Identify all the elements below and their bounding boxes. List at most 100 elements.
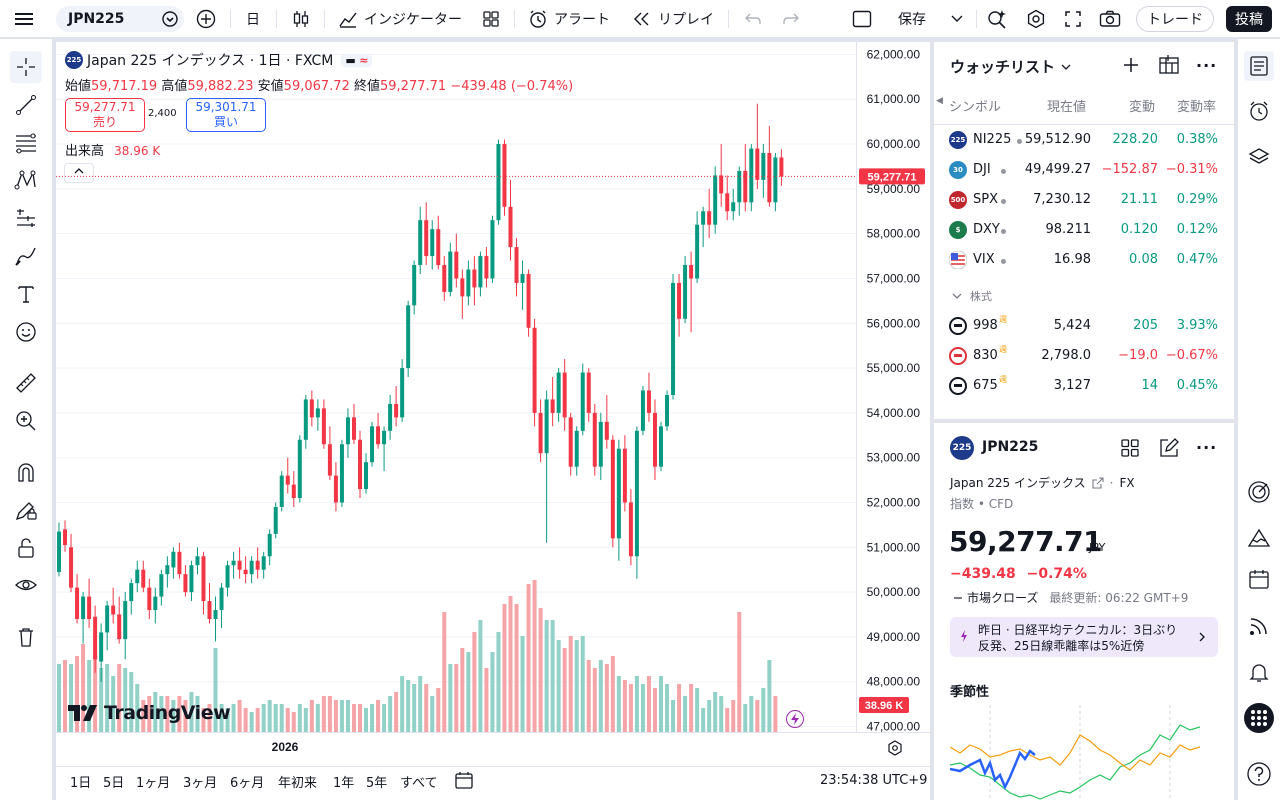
object-tree-toggle[interactable] [1244, 142, 1274, 172]
replay-button[interactable]: リプレイ [632, 6, 714, 32]
snapshot-button[interactable] [1099, 6, 1121, 32]
hide-drawings-tool[interactable] [10, 569, 42, 601]
pine-toggle[interactable] [1244, 523, 1274, 553]
add-symbol-button[interactable] [1122, 56, 1140, 78]
chart-pane[interactable]: 62,000.00 61,000.00 60,000.00 59,000.00 58,0… [56, 42, 930, 800]
collapse-legend-button[interactable] [64, 163, 94, 183]
indicators-button[interactable]: インジケーター [338, 6, 462, 32]
chart-type-button[interactable] [292, 6, 310, 32]
volume-legend[interactable]: 出来高 38.96 K [65, 140, 160, 159]
magnet-tool[interactable] [10, 456, 42, 488]
forecast-tool[interactable] [10, 202, 42, 234]
seasonality-chart[interactable] [950, 705, 1218, 800]
watchlist-row-675[interactable]: 675 週 3,127 14 0.45% [934, 371, 1234, 401]
apps-toggle[interactable] [1244, 703, 1274, 733]
calendar-toggle[interactable] [1244, 564, 1274, 594]
emoji-tool[interactable] [10, 316, 42, 348]
range-1d[interactable]: 1日 [70, 776, 92, 791]
lock-drawing-tool[interactable] [10, 494, 42, 526]
legend-flags[interactable]: ▬ ≈ [341, 53, 373, 67]
watchlist-row-DJI[interactable]: 30 DJI 49,499.27 −152.87 −0.31% [934, 155, 1234, 185]
more-options-icon[interactable]: ··· [1196, 56, 1218, 75]
brush-tool[interactable] [10, 240, 42, 272]
zoom-tool[interactable] [10, 405, 42, 437]
fib-tool[interactable] [10, 127, 42, 159]
quick-search-button[interactable] [986, 6, 1008, 32]
chart-settings-button[interactable] [887, 740, 903, 760]
redo-button[interactable] [782, 6, 800, 32]
pattern-tool[interactable] [10, 164, 42, 196]
range-1y[interactable]: 1年 [333, 776, 355, 791]
crosshair-tool[interactable] [10, 51, 42, 83]
detail-name-row[interactable]: Japan 225 インデックス · FX [950, 475, 1135, 491]
watchlist-row-DXY[interactable]: $ DXY 98.211 0.120 0.12% [934, 215, 1234, 245]
text-tool[interactable] [10, 278, 42, 310]
detail-symbol[interactable]: JPN225 [982, 439, 1039, 455]
remove-drawings-tool[interactable] [10, 621, 42, 653]
menu-icon[interactable] [14, 6, 34, 32]
add-symbol-icon[interactable] [162, 11, 178, 27]
undo-button[interactable] [744, 6, 762, 32]
news-card[interactable]: 昨日 · 日経平均テクニカル：3日ぶり 反発、25日線乖離率は5%近傍 [950, 617, 1218, 657]
seasonality-line-blue [950, 749, 1036, 791]
col-change-pct[interactable]: 変動率 [1177, 100, 1217, 115]
range-3m[interactable]: 3ヶ月 [183, 776, 218, 791]
notifications-toggle[interactable] [1244, 657, 1274, 687]
apps-grid-icon [1244, 703, 1274, 733]
save-button[interactable]: 保存 [898, 6, 926, 32]
trendline-tool[interactable] [10, 89, 42, 121]
detail-more-icon[interactable]: ··· [1196, 438, 1218, 457]
alerts-toggle[interactable] [1244, 96, 1274, 126]
watchlist-row-998[interactable]: 998 週 5,424 205 3.93% [934, 311, 1234, 341]
col-symbol[interactable]: シンボル [949, 100, 1002, 115]
detail-edit-button[interactable] [1158, 437, 1180, 463]
measure-tool[interactable] [10, 367, 42, 399]
symbol-search[interactable]: JPN225 [56, 6, 184, 32]
watchlist-row-NI225[interactable]: 225 NI225 59,512.90 228.20 0.38% [934, 125, 1234, 155]
watchlist-row-VIX[interactable]: VIX 16.98 0.08 0.47% [934, 245, 1234, 275]
fullscreen-button[interactable] [1064, 6, 1082, 32]
date-range-button[interactable] [454, 770, 476, 794]
volume-bar [773, 696, 778, 732]
candlestick-chart[interactable]: 62,000.00 61,000.00 60,000.00 59,000.00 58,0… [56, 42, 930, 800]
interval-button[interactable]: 日 [246, 6, 260, 32]
compare-symbol-button[interactable] [196, 6, 216, 32]
range-ytd[interactable]: 年初来 [278, 776, 318, 791]
watchlist-row-830[interactable]: 830 週 2,798.0 −19.0 −0.67% [934, 341, 1234, 371]
settings-button[interactable] [1026, 6, 1046, 32]
help-toggle[interactable] [1244, 759, 1274, 789]
section-stocks[interactable]: 株式 [952, 288, 992, 304]
col-change[interactable]: 変動 [1129, 100, 1156, 115]
volume-bar [339, 700, 344, 732]
candle-body [761, 153, 766, 180]
alert-button[interactable]: アラート [528, 6, 610, 32]
sell-label: 売り [92, 115, 117, 129]
buy-button[interactable]: 59,301.71 買い [186, 98, 266, 132]
clock-display[interactable]: 23:54:38 UTC+9 [820, 773, 928, 788]
range-5d[interactable]: 5日 [103, 776, 125, 791]
legend-title[interactable]: Japan 225 インデックス · 1日 · FXCM [87, 53, 334, 69]
range-6m[interactable]: 6ヶ月 [230, 776, 265, 791]
col-last[interactable]: 現在値 [1047, 100, 1087, 115]
range-5y[interactable]: 5年 [366, 776, 388, 791]
range-1m[interactable]: 1ヶ月 [136, 776, 171, 791]
detail-grid-button[interactable] [1120, 438, 1140, 462]
range-all[interactable]: すべて [400, 776, 438, 791]
events-button[interactable] [786, 710, 804, 728]
post-button[interactable]: 投稿 [1226, 6, 1272, 32]
watchlist-row-SPX[interactable]: 500 SPX 7,230.12 21.11 0.29% [934, 185, 1234, 215]
list-icon [1250, 56, 1268, 76]
templates-button[interactable] [482, 6, 500, 32]
news-toggle[interactable] [1244, 611, 1274, 641]
trade-button[interactable]: トレード [1136, 6, 1214, 32]
sell-button[interactable]: 59,277.71 売り [65, 98, 145, 132]
advanced-view-button[interactable] [1158, 55, 1180, 79]
tradingview-logo[interactable]: TradingView [68, 702, 231, 724]
ideas-toggle[interactable] [1244, 477, 1274, 507]
save-dropdown-button[interactable] [950, 6, 964, 32]
candle-body [370, 426, 375, 463]
watchlist-title[interactable]: ウォッチリスト [950, 56, 1071, 77]
lock-all-tool[interactable] [10, 532, 42, 564]
watchlist-toggle[interactable] [1244, 51, 1274, 81]
layout-button[interactable] [852, 6, 872, 32]
